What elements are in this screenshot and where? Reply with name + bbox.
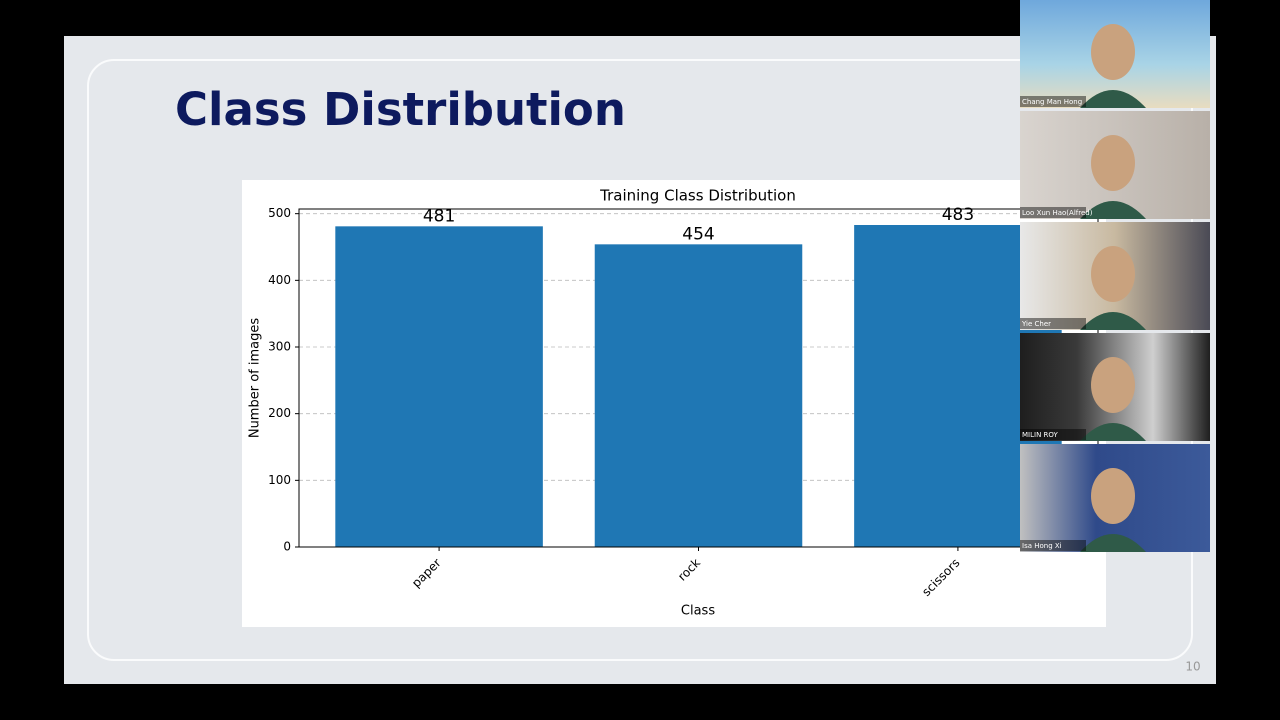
y-tick-label: 400 (268, 273, 291, 287)
y-tick-label: 200 (268, 406, 291, 420)
value-label: 481 (423, 206, 455, 226)
value-label: 454 (682, 224, 714, 244)
slide-title: Class Distribution (175, 83, 626, 136)
participant-body (1080, 312, 1146, 330)
y-tick-label: 100 (268, 473, 291, 487)
name-tag (1020, 96, 1086, 107)
participant-body (1080, 201, 1146, 219)
participant-head (1091, 357, 1135, 413)
video-tiles: Chang Man Hong Loo Xun Hao(Alfred) Yie Che… (1020, 0, 1210, 552)
name-tag (1020, 429, 1086, 440)
x-axis-label: Class (681, 604, 715, 619)
participant-head (1091, 135, 1135, 191)
participant-name: Chang Man Hong (1022, 98, 1082, 106)
participant-head (1091, 246, 1135, 302)
y-tick-label: 300 (268, 340, 291, 354)
participant-body (1080, 423, 1146, 441)
page-number: 10 (1185, 660, 1200, 674)
y-axis-label: Number of images (248, 318, 263, 439)
name-tag (1020, 207, 1086, 218)
name-tag (1020, 540, 1086, 551)
participant-name: MILIN ROY (1022, 431, 1059, 439)
value-label: 483 (942, 205, 974, 225)
chart-title: Training Class Distribution (599, 187, 796, 205)
participant-name: Loo Xun Hao(Alfred) (1022, 209, 1093, 217)
participant-head (1091, 24, 1135, 80)
bar (335, 226, 543, 548)
participant-body (1080, 90, 1146, 108)
bar (594, 244, 803, 548)
name-tag (1020, 318, 1086, 329)
participant-body (1080, 534, 1146, 552)
participant-name: Yie Cher (1021, 320, 1051, 328)
participant-head (1091, 468, 1135, 524)
y-tick-label: 0 (283, 540, 291, 554)
y-tick-label: 500 (268, 206, 291, 220)
participant-name: Isa Hong Xi (1022, 542, 1062, 550)
